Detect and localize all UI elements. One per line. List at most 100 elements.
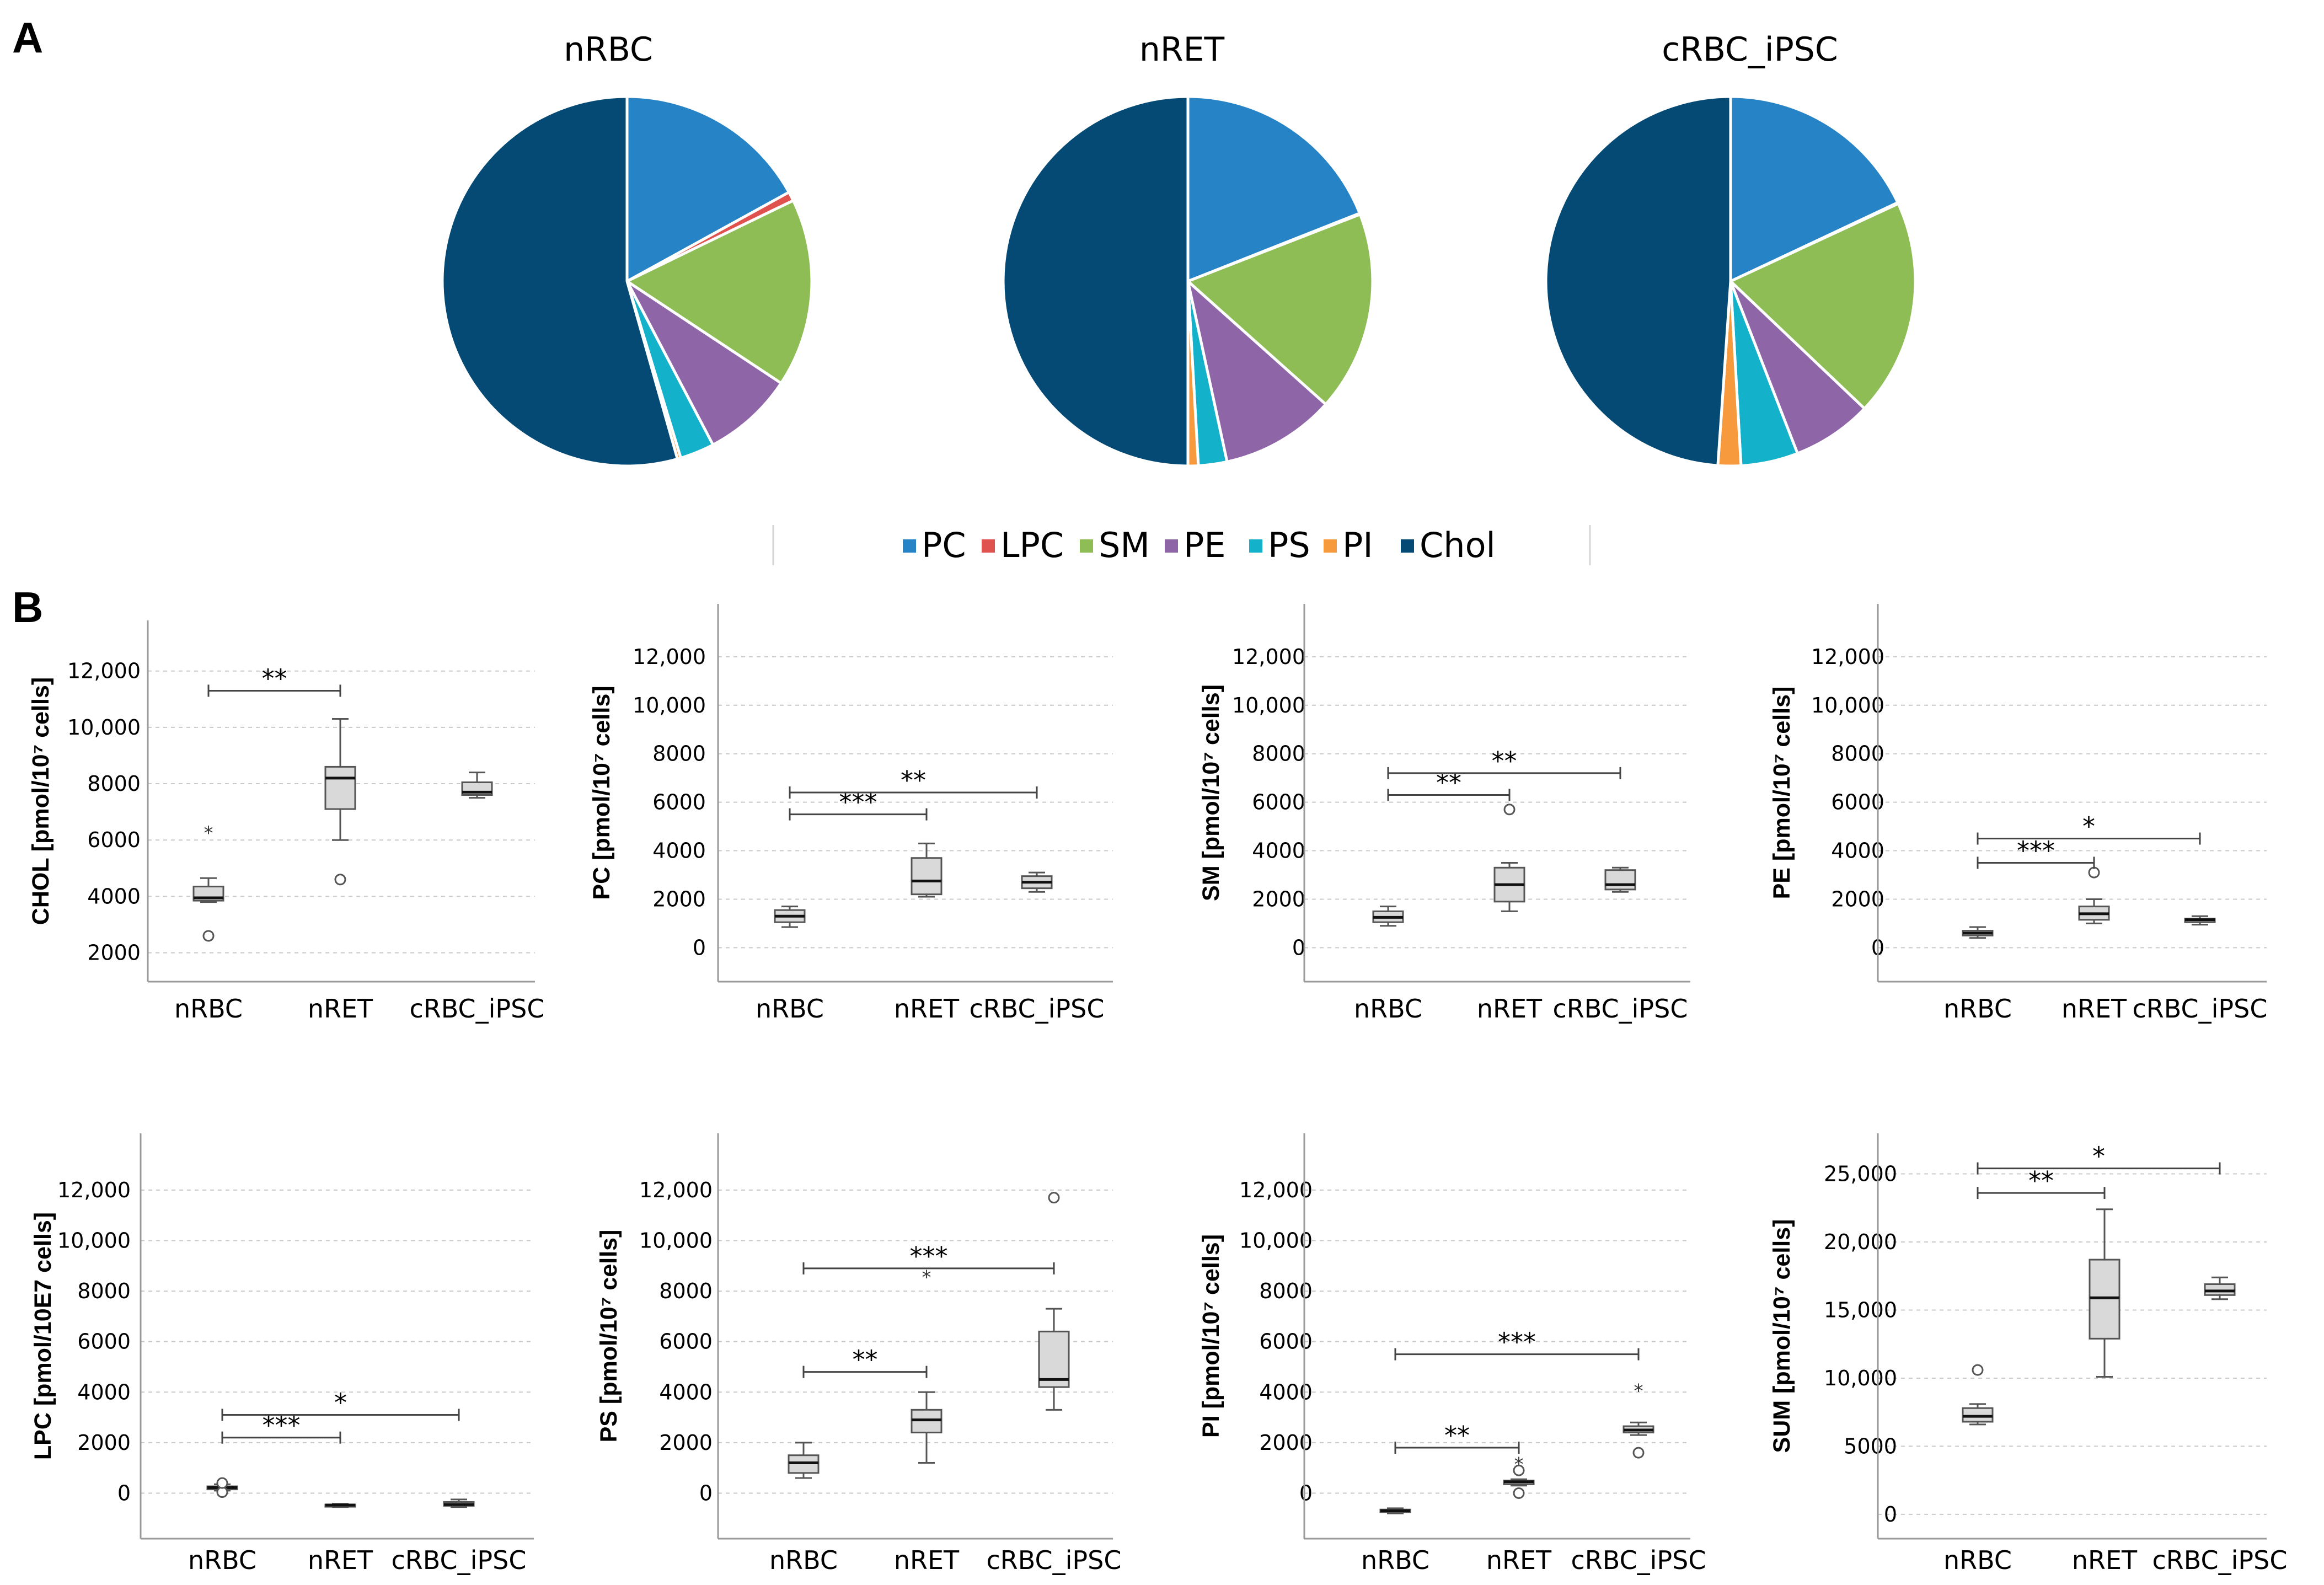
y-axis-label: PE [pmol/10⁷ cells] — [1769, 687, 1795, 899]
box-iqr — [324, 765, 356, 810]
box-plot-6: 0 2000 4000 6000 8000 10,000 12,000 PS [pmol/10… — [596, 1133, 1121, 1575]
box-nrbc — [1372, 906, 1404, 927]
x-category-label: nRBC — [1943, 994, 2012, 1024]
x-category-label: nRBC — [1943, 1545, 2012, 1575]
box-nrbc — [1962, 926, 1994, 939]
outlier-point — [2088, 866, 2100, 879]
y-tick-label: 4000 — [659, 1380, 713, 1404]
legend-swatch-pc — [903, 539, 916, 553]
box-crbc_ipsc — [1038, 1192, 1070, 1411]
y-tick-label: 25,000 — [1824, 1162, 1897, 1186]
x-category-label: nRET — [894, 1545, 960, 1575]
significance-bracket: ** — [1387, 746, 1621, 779]
box-crbc_ipsc — [2184, 915, 2216, 926]
significance-stars: ** — [1492, 746, 1517, 776]
y-tick-label: 10,000 — [633, 693, 706, 717]
panel-label-b: B — [12, 583, 43, 631]
pie-slice-sm — [1729, 202, 1917, 410]
x-category-label: cRBC_iPSC — [987, 1545, 1122, 1575]
x-category-label: cRBC_iPSC — [970, 994, 1105, 1024]
pie-slice-chol — [1544, 95, 1732, 467]
significance-stars: *** — [2017, 836, 2055, 866]
legend-swatch-ps — [1249, 539, 1262, 553]
pie-chart-2: nRET — [1002, 30, 1374, 468]
legend-swatch-lpc — [982, 539, 995, 553]
box-nret — [324, 1503, 356, 1508]
legend-label-lpc: LPC — [1000, 525, 1064, 565]
pie-chart-3: cRBC_iPSC — [1544, 30, 1917, 468]
x-category-label: nRBC — [174, 994, 243, 1024]
x-category-label: nRET — [308, 1545, 373, 1575]
x-category-label: nRET — [894, 994, 960, 1024]
significance-bracket: ** — [1977, 1166, 2106, 1200]
extreme-point: * — [204, 822, 213, 844]
box-crbc_ipsc — [461, 772, 493, 799]
x-category-label: cRBC_iPSC — [2152, 1545, 2288, 1575]
significance-bracket: ** — [1394, 1421, 1520, 1454]
box-nret — [2089, 1208, 2120, 1378]
pie-slice-pc — [1186, 95, 1361, 283]
panel-label-a: A — [12, 13, 43, 62]
pie-slice-pc — [625, 95, 791, 283]
significance-bracket: ** — [789, 765, 1038, 799]
legend-label-sm: SM — [1099, 525, 1150, 565]
significance-bracket: * — [1977, 812, 2201, 845]
legend-label-chol: Chol — [1420, 525, 1496, 565]
pie-chart-1: nRBC — [441, 30, 813, 468]
significance-bracket: ** — [207, 663, 341, 697]
y-axis-label: CHOL [pmol/10⁷ cells] — [28, 677, 54, 925]
legend-label-ps: PS — [1268, 525, 1310, 565]
y-tick-label: 10,000 — [1824, 1366, 1897, 1390]
box-nrbc — [1962, 1364, 1994, 1426]
pie-slice-chol — [1002, 95, 1190, 468]
box-nret — [1493, 804, 1525, 912]
pie-slice-sm — [1186, 213, 1374, 406]
y-tick-label: 2000 — [77, 1431, 131, 1455]
x-category-label: nRBC — [188, 1545, 256, 1575]
outlier-point — [1048, 1192, 1060, 1204]
y-tick-label: 8000 — [652, 742, 706, 766]
y-tick-label: 4000 — [652, 839, 706, 863]
box-crbc_ipsc — [443, 1498, 475, 1508]
y-tick-label: 8000 — [1252, 742, 1305, 766]
significance-stars: * — [334, 1388, 347, 1417]
significance-bracket: *** — [1977, 836, 2095, 869]
extreme-point: * — [922, 1267, 931, 1289]
y-tick-label: 2000 — [652, 887, 706, 911]
y-tick-label: 12,000 — [639, 1178, 713, 1202]
x-category-label: nRBC — [769, 1545, 838, 1575]
outlier-point — [202, 930, 215, 942]
y-tick-label: 4000 — [1831, 839, 1884, 863]
y-tick-label: 8000 — [659, 1279, 713, 1303]
y-tick-label: 8000 — [77, 1279, 131, 1303]
x-category-label: nRET — [308, 994, 373, 1024]
box-iqr — [1038, 1330, 1070, 1388]
extreme-point: * — [1634, 1380, 1643, 1402]
box-nrbc — [774, 906, 806, 928]
pie-slice-pe — [1729, 280, 1866, 455]
significance-stars: * — [2092, 1142, 2105, 1171]
box-nrbc — [788, 1442, 820, 1479]
x-category-label: cRBC_iPSC — [392, 1545, 527, 1575]
significance-bracket: *** — [802, 1241, 1055, 1275]
y-tick-label: 2000 — [87, 941, 141, 965]
y-tick-label: 10,000 — [67, 715, 141, 740]
pie-slice-pc — [1729, 95, 1899, 283]
y-tick-label: 10,000 — [57, 1228, 131, 1252]
y-tick-label: 12,000 — [633, 645, 706, 669]
y-axis-label: PS [pmol/10⁷ cells] — [596, 1230, 622, 1443]
pie-slice-pe — [1186, 280, 1327, 463]
legend-label-pc: PC — [922, 525, 966, 565]
pie-title: cRBC_iPSC — [1662, 30, 1838, 69]
significance-stars: * — [2082, 812, 2095, 842]
significance-stars: ** — [2028, 1166, 2054, 1196]
y-tick-label: 2000 — [1252, 887, 1305, 911]
box-iqr — [911, 857, 943, 896]
y-tick-label: 2000 — [1831, 887, 1884, 911]
significance-bracket: * — [1977, 1142, 2221, 1175]
pie-slice-pe — [625, 280, 783, 447]
box-nrbc: * — [192, 822, 224, 942]
